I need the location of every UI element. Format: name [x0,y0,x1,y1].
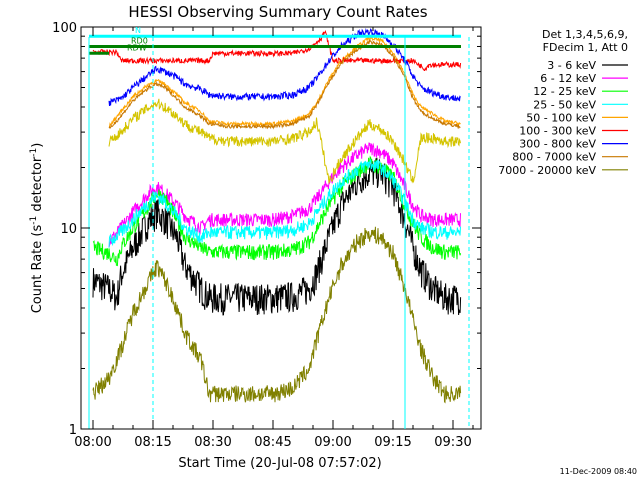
x-tick-label: 08:00 [74,435,111,450]
legend-label-5: 100 - 300 keV [519,125,596,138]
legend-header-line-2: FDecim 1, Att 0 [543,41,628,54]
series-line-9 [108,98,461,184]
legend-label-1: 6 - 12 keV [540,72,596,85]
flag-label-1: RD0 [131,36,148,45]
y-tick-label: 100 [52,21,77,36]
flag-label-2: RDW [127,43,147,52]
flag-label-0: N [135,26,141,35]
x-tick-label: 09:15 [374,435,411,450]
series-line-1 [108,142,461,248]
series-line-7 [108,39,461,130]
legend-label-2: 12 - 25 keV [533,85,596,98]
series-line-4 [108,35,461,128]
y-axis-label: Count Rate (s-1 detector-1) [29,143,45,314]
x-axis: 08:00 08:15 08:30 08:45 09:00 09:15 09:30 [74,27,474,450]
legend-label-0: 3 - 6 keV [547,59,596,72]
x-tick-label: 09:00 [314,435,351,450]
x-tick-label: 08:30 [194,435,231,450]
chart-title: HESSI Observing Summary Count Rates [128,3,427,21]
legend-label-6: 300 - 800 keV [519,138,596,151]
series-line-5 [92,30,462,71]
x-tick-label: 08:15 [134,435,171,450]
x-tick-label: 08:45 [254,435,291,450]
y-axis: 1 10 100 [52,21,481,438]
legend-label-7: 800 - 7000 keV [512,151,596,164]
series-line-6 [108,27,461,107]
footer-timestamp: 11-Dec-2009 08:40 [560,467,637,476]
y-tick-label: 1 [69,423,77,438]
legend: Det 1,3,4,5,6,9, FDecim 1, Att 0 3 - 6 k… [498,28,628,177]
vline-layer [88,37,470,429]
x-axis-label: Start Time (20-Jul-08 07:57:02) [178,456,381,471]
legend-label-8: 7000 - 20000 keV [498,164,596,177]
legend-label-4: 50 - 100 keV [526,111,596,124]
series-layer [92,27,462,404]
legend-header-line-1: Det 1,3,4,5,6,9, [542,28,628,41]
legend-label-3: 25 - 50 keV [533,98,596,111]
series-line-0 [92,157,462,316]
series-line-3 [108,159,461,248]
series-line-8 [92,226,462,404]
x-tick-label: 09:30 [434,435,471,450]
y-tick-label: 10 [60,222,77,237]
